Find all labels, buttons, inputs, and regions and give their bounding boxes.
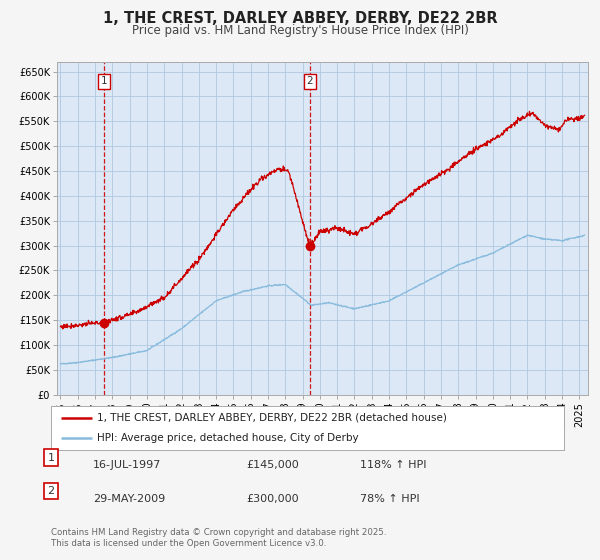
Text: 78% ↑ HPI: 78% ↑ HPI (360, 494, 419, 504)
Text: 1: 1 (47, 452, 55, 463)
Text: 1: 1 (101, 77, 108, 86)
Text: £145,000: £145,000 (246, 460, 299, 470)
Text: 2: 2 (307, 77, 313, 86)
Text: 16-JUL-1997: 16-JUL-1997 (93, 460, 161, 470)
Text: £300,000: £300,000 (246, 494, 299, 504)
Text: 2: 2 (47, 486, 55, 496)
Text: Price paid vs. HM Land Registry's House Price Index (HPI): Price paid vs. HM Land Registry's House … (131, 24, 469, 36)
Text: HPI: Average price, detached house, City of Derby: HPI: Average price, detached house, City… (97, 433, 359, 443)
Text: Contains HM Land Registry data © Crown copyright and database right 2025.
This d: Contains HM Land Registry data © Crown c… (51, 528, 386, 548)
Text: 1, THE CREST, DARLEY ABBEY, DERBY, DE22 2BR: 1, THE CREST, DARLEY ABBEY, DERBY, DE22 … (103, 11, 497, 26)
Text: 29-MAY-2009: 29-MAY-2009 (93, 494, 165, 504)
Text: 1, THE CREST, DARLEY ABBEY, DERBY, DE22 2BR (detached house): 1, THE CREST, DARLEY ABBEY, DERBY, DE22 … (97, 413, 447, 423)
Text: 118% ↑ HPI: 118% ↑ HPI (360, 460, 427, 470)
